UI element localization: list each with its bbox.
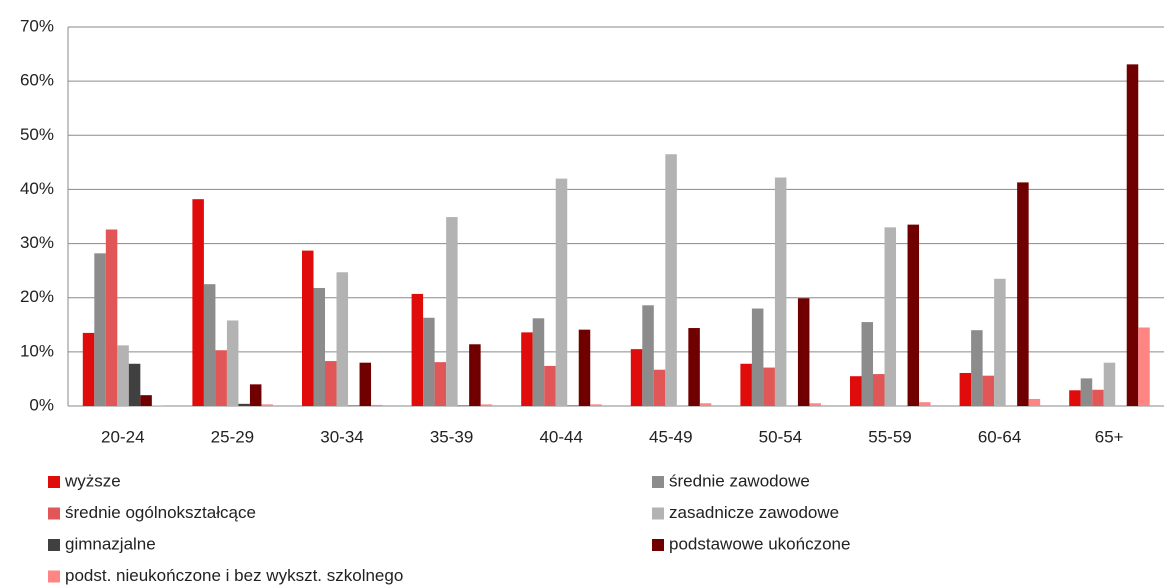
bar [457,405,470,406]
legend-label: wyższe [64,471,121,490]
x-tick-label: 30-34 [320,427,363,446]
bar [301,250,314,406]
bar [1126,64,1139,406]
bar [959,372,972,406]
bar [359,362,372,406]
bar [994,278,1006,406]
y-tick-label: 50% [20,125,54,144]
bar [1017,182,1029,406]
bar [325,361,337,406]
bar [434,362,447,406]
bar [480,404,493,406]
x-tick-label: 55-59 [868,427,911,446]
x-tick-label: 25-29 [211,427,254,446]
bar [226,320,239,406]
bar [699,403,712,406]
legend-swatch [48,570,60,583]
bar [105,229,118,406]
bar [578,329,591,406]
y-tick-label: 60% [20,71,54,90]
bar [740,363,752,406]
bar [336,272,349,406]
legend-label: podst. nieukończone i bez wykszt. szkoln… [65,566,403,585]
bar [1080,378,1093,406]
bar [665,154,677,406]
bar [919,402,931,406]
bar [1138,327,1150,406]
bar [469,344,481,406]
bar [873,374,885,406]
y-tick-label: 30% [20,233,54,252]
bar [971,330,983,406]
legend-label: gimnazjalne [65,534,156,553]
bar [774,177,787,406]
bar [82,332,95,406]
bar [642,305,654,406]
y-tick-label: 40% [20,179,54,198]
bar [688,328,700,406]
bar [653,369,666,406]
x-tick-label: 45-49 [649,427,692,446]
bar [348,405,360,406]
y-tick-label: 70% [20,16,54,35]
bar [151,405,164,406]
legend-label: zasadnicze zawodowe [669,503,839,522]
bar [215,350,227,406]
bar [1028,398,1041,406]
x-tick-label: 65+ [1095,427,1124,446]
legend-swatch [652,476,664,488]
bar [884,227,897,406]
bar [411,293,424,406]
bar [261,404,273,406]
bar [128,363,141,406]
bar [982,375,995,406]
bar [192,199,204,406]
bar [809,403,821,406]
bar [249,384,262,406]
bar [861,322,874,406]
y-tick-label: 10% [20,341,54,360]
bar [555,178,568,406]
bar [203,284,216,406]
bar [140,395,152,406]
bar [849,376,862,406]
legend-swatch [48,476,60,488]
x-tick-label: 20-24 [101,427,144,446]
bar [521,332,533,406]
x-tick-label: 60-64 [978,427,1021,446]
legend-swatch [48,539,60,551]
bar [763,367,775,406]
bar [532,318,545,406]
bar [313,287,326,406]
bar [1069,390,1081,406]
legend-label: podstawowe ukończone [669,534,850,553]
legend-label: średnie ogólnokształcące [65,503,256,522]
x-tick-label: 40-44 [539,427,582,446]
bar [567,405,579,406]
bar [630,349,643,406]
x-tick-label: 50-54 [759,427,802,446]
bar [117,345,129,406]
bar [423,317,435,406]
bar [446,217,458,406]
bar [94,253,106,406]
bar [907,224,920,406]
legend-swatch [652,539,664,551]
bar [1092,389,1104,406]
bar [238,403,250,406]
legend-swatch [48,507,60,520]
bar [371,404,383,406]
bar [590,404,602,406]
bar [544,365,556,406]
bar [751,308,764,406]
bar [797,298,810,406]
y-tick-label: 20% [20,287,54,306]
legend-swatch [652,507,664,520]
bar [1103,362,1116,406]
legend-label: średnie zawodowe [669,471,810,490]
y-tick-label: 0% [29,395,54,414]
x-tick-label: 35-39 [430,427,473,446]
